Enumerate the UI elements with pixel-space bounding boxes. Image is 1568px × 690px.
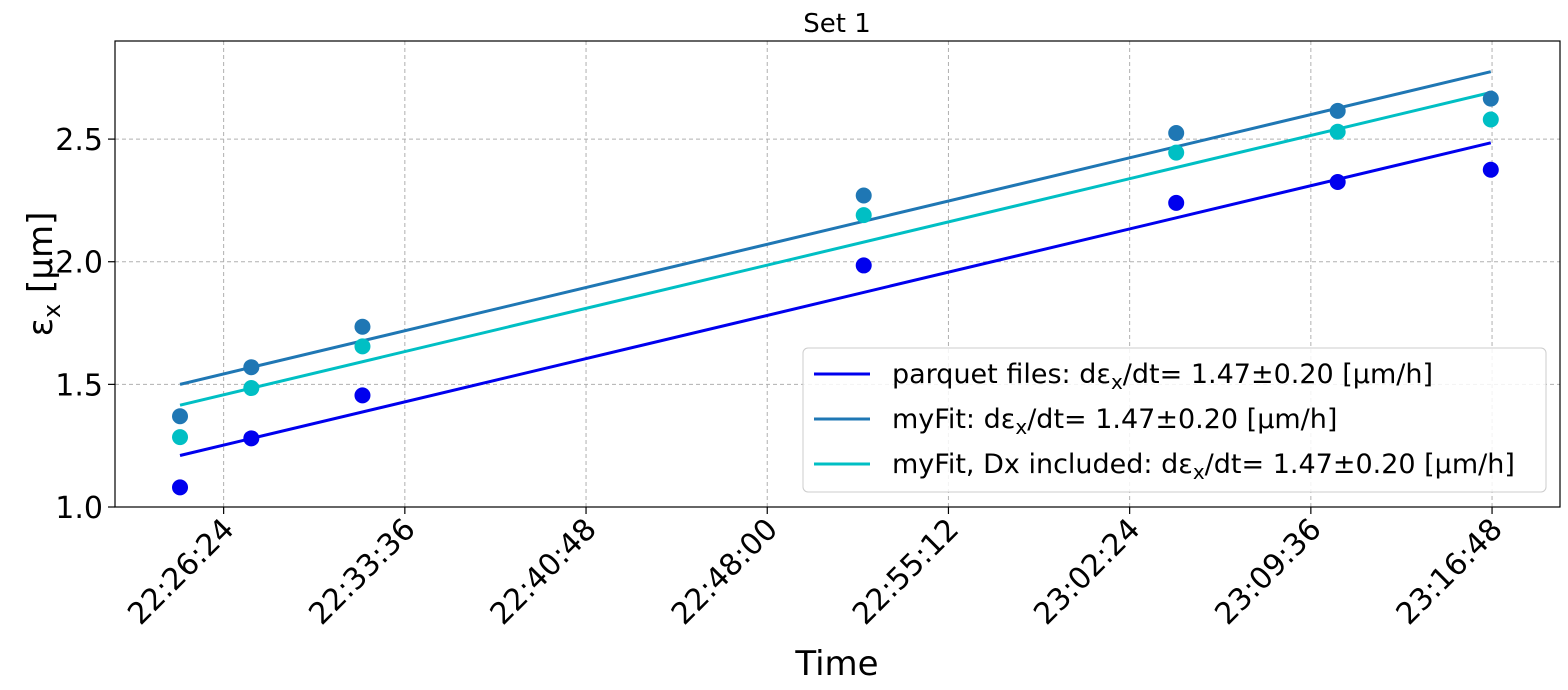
data-point-series-1-3 [855, 187, 872, 204]
y-tick-label: 2.0 [55, 246, 103, 281]
data-point-series-0-3 [855, 257, 872, 274]
data-point-series-1-0 [172, 408, 189, 425]
y-tick-label: 1.5 [55, 368, 103, 403]
data-point-series-2-3 [855, 207, 872, 224]
legend-label-myfit: myFit: dεx/dt= 1.47±0.20 [μm/h] [892, 404, 1337, 439]
y-axis-title-main: ε [21, 318, 61, 336]
legend-label-parquet: parquet files: dεx/dt= 1.47±0.20 [μm/h] [892, 359, 1433, 394]
data-point-series-1-2 [354, 318, 371, 335]
data-point-series-2-4 [1168, 144, 1185, 161]
chart-title: Set 1 [803, 9, 871, 39]
x-tick-label: 22:55:12 [846, 512, 966, 632]
data-point-series-0-1 [243, 430, 260, 447]
x-tick-label: 23:16:48 [1390, 512, 1510, 632]
y-tick-label: 2.5 [55, 123, 103, 158]
fit-line-series-1 [179, 70, 1492, 386]
data-point-series-2-2 [354, 338, 371, 355]
data-point-series-0-0 [172, 479, 189, 496]
data-point-series-2-5 [1329, 123, 1346, 140]
legend-label-myfit-dx: myFit, Dx included: dεx/dt= 1.47±0.20 [μ… [892, 449, 1515, 484]
data-point-series-0-6 [1482, 161, 1499, 178]
data-point-series-1-6 [1482, 90, 1499, 107]
fit-lines [179, 70, 1492, 457]
y-axis-title: εx [μm] [21, 212, 66, 337]
data-point-series-0-5 [1329, 174, 1346, 191]
data-point-series-2-0 [172, 429, 189, 446]
data-point-series-2-6 [1482, 111, 1499, 128]
plot-area-frame [114, 40, 1561, 508]
x-tick-label: 22:40:48 [484, 512, 604, 632]
x-axis-ticks: 22:26:24 22:33:36 22:40:48 22:48:00 22:55:12… [121, 507, 1510, 632]
y-axis-title-sub: x [38, 304, 66, 318]
x-tick-label: 22:26:24 [121, 512, 241, 632]
data-point-series-1-4 [1168, 124, 1185, 141]
x-tick-label: 23:02:24 [1027, 512, 1147, 632]
data-point-series-2-1 [243, 380, 260, 397]
x-tick-label: 22:33:36 [302, 512, 422, 632]
legend-box [802, 347, 1547, 493]
fit-line-series-2 [179, 91, 1492, 407]
y-axis-title-unit: [μm] [21, 212, 61, 304]
x-tick-label: 22:48:00 [665, 512, 785, 632]
legend: parquet files: dεx/dt= 1.47±0.20 [μm/h] … [802, 347, 1547, 493]
x-tick-label: 23:09:36 [1208, 512, 1328, 632]
data-points [172, 90, 1499, 496]
data-point-series-0-4 [1168, 194, 1185, 211]
y-axis-ticks: 1.0 1.5 2.0 2.5 [55, 123, 115, 526]
x-axis-title: Time [794, 644, 878, 684]
data-point-series-1-1 [243, 359, 260, 376]
data-point-series-0-2 [354, 387, 371, 404]
fit-line-series-0 [179, 141, 1492, 457]
y-tick-label: 1.0 [55, 491, 103, 526]
data-point-series-1-5 [1329, 102, 1346, 119]
